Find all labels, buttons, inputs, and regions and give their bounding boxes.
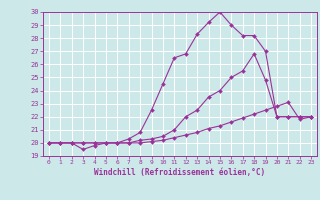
X-axis label: Windchill (Refroidissement éolien,°C): Windchill (Refroidissement éolien,°C) [94, 168, 266, 177]
